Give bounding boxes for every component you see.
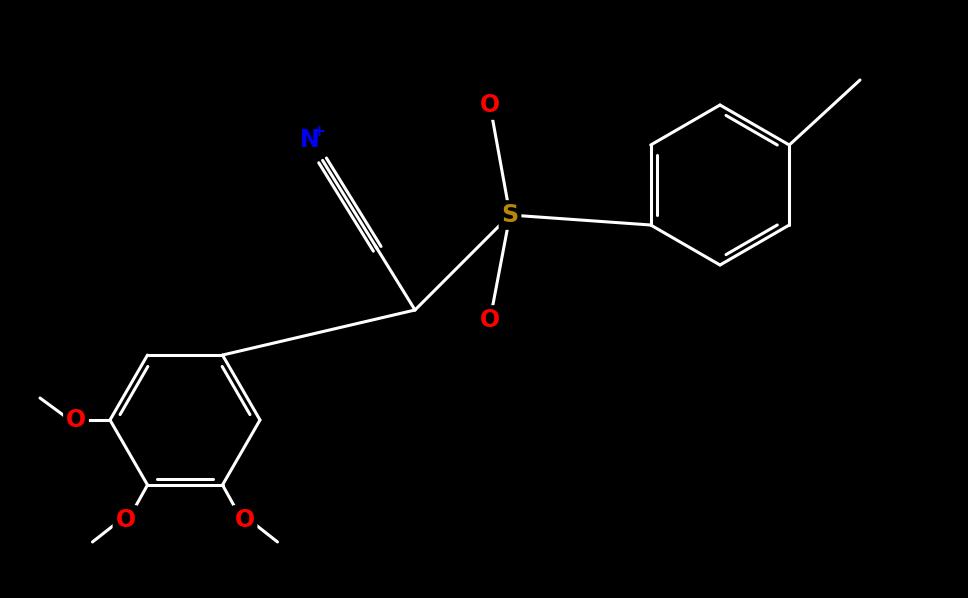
Text: S: S <box>501 203 519 227</box>
Text: +: + <box>313 124 325 139</box>
Text: O: O <box>234 508 255 532</box>
Text: N: N <box>300 128 319 152</box>
Text: O: O <box>480 93 500 117</box>
Text: O: O <box>115 508 136 532</box>
Text: O: O <box>66 408 86 432</box>
Text: O: O <box>480 308 500 332</box>
